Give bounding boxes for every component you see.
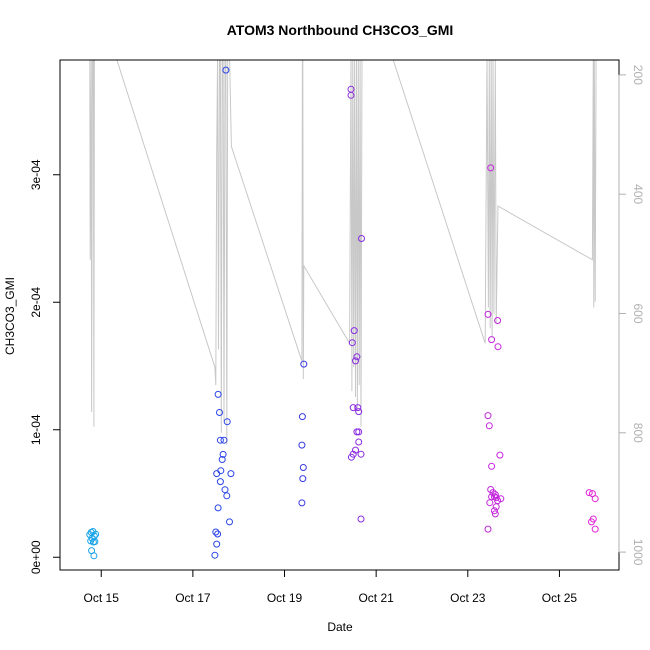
right-tick-label: 200 xyxy=(631,65,645,85)
data-point xyxy=(588,518,595,526)
data-point xyxy=(585,489,593,497)
data-point xyxy=(223,492,231,500)
data-point xyxy=(217,467,225,475)
data-point xyxy=(491,510,499,518)
data-point xyxy=(227,470,235,478)
right-tick-label: 400 xyxy=(631,184,645,204)
x-axis: Oct 15 Oct 17 Oct 19 Oct 21 Oct 23 Oct 25 xyxy=(84,569,578,605)
data-point xyxy=(213,540,221,548)
data-point xyxy=(352,446,359,454)
right-tick-label: 800 xyxy=(631,423,645,443)
data-point xyxy=(299,475,307,483)
data-point xyxy=(591,525,599,533)
data-point xyxy=(300,360,308,368)
data-point xyxy=(298,441,306,449)
data-point xyxy=(591,495,599,503)
data-point xyxy=(213,470,221,478)
data-point xyxy=(358,235,365,242)
data-point xyxy=(226,518,233,526)
data-point xyxy=(348,339,356,347)
data-point xyxy=(299,464,307,471)
right-axis: 200 400 600 800 1000 xyxy=(618,65,645,566)
data-point xyxy=(487,164,495,172)
data-point xyxy=(488,462,496,470)
data-point xyxy=(222,66,230,74)
data-point xyxy=(484,310,492,318)
data-point xyxy=(357,450,365,458)
data-point xyxy=(218,456,226,463)
x-tick-label: Oct 15 xyxy=(84,591,120,605)
y-axis: 0e+00 1e-04 2e-04 3e-04 xyxy=(29,159,61,574)
data-point xyxy=(214,390,222,398)
data-point xyxy=(357,515,365,523)
data-point xyxy=(90,552,98,560)
data-point xyxy=(486,499,494,507)
data-point xyxy=(355,408,363,416)
data-point xyxy=(223,418,231,426)
data-point xyxy=(353,353,361,361)
data-point xyxy=(216,436,224,444)
data-point xyxy=(355,438,363,446)
y-tick-label: 2e-04 xyxy=(29,287,43,318)
data-point xyxy=(349,404,357,412)
data-point xyxy=(350,327,358,335)
x-tick-label: Oct 25 xyxy=(542,591,578,605)
data-point xyxy=(347,91,355,99)
x-tick-label: Oct 19 xyxy=(267,591,303,605)
data-point xyxy=(216,478,224,486)
x-tick-label: Oct 21 xyxy=(358,591,394,605)
y-tick-label: 1e-04 xyxy=(29,414,43,445)
right-tick-label: 600 xyxy=(631,303,645,323)
data-point xyxy=(494,317,502,324)
chart-title: ATOM3 Northbound CH3CO3_GMI xyxy=(227,22,454,38)
pressure-line xyxy=(89,60,597,445)
data-point xyxy=(91,538,99,546)
plot-frame xyxy=(59,59,620,571)
data-points-layer xyxy=(86,66,599,560)
data-point xyxy=(489,489,497,497)
data-point xyxy=(355,428,363,436)
data-point xyxy=(484,525,492,533)
right-tick-label: 1000 xyxy=(631,539,645,566)
data-point xyxy=(92,530,100,538)
data-point xyxy=(488,336,496,344)
data-point xyxy=(298,499,306,507)
data-point xyxy=(347,453,355,461)
data-point xyxy=(220,436,228,444)
data-point xyxy=(221,486,229,494)
pressure-line-layer xyxy=(89,60,597,445)
data-point xyxy=(494,343,502,351)
data-point xyxy=(496,451,504,459)
data-point xyxy=(484,412,492,420)
x-tick-label: Oct 23 xyxy=(450,591,486,605)
x-axis-label: Date xyxy=(327,620,353,634)
y-tick-label: 0e+00 xyxy=(29,540,43,574)
y-axis-label: CH3CO3_GMI xyxy=(3,277,17,355)
data-point xyxy=(492,503,500,511)
x-tick-label: Oct 17 xyxy=(175,591,211,605)
data-point xyxy=(485,422,493,430)
data-point xyxy=(298,413,306,421)
y-tick-label: 3e-04 xyxy=(29,159,43,190)
data-point xyxy=(211,551,219,559)
data-point xyxy=(219,450,227,458)
data-point xyxy=(352,357,359,365)
data-point xyxy=(354,404,362,412)
data-point xyxy=(216,409,223,416)
data-point xyxy=(490,507,498,515)
data-point xyxy=(212,528,220,536)
data-point xyxy=(214,504,222,512)
data-point xyxy=(214,530,222,538)
